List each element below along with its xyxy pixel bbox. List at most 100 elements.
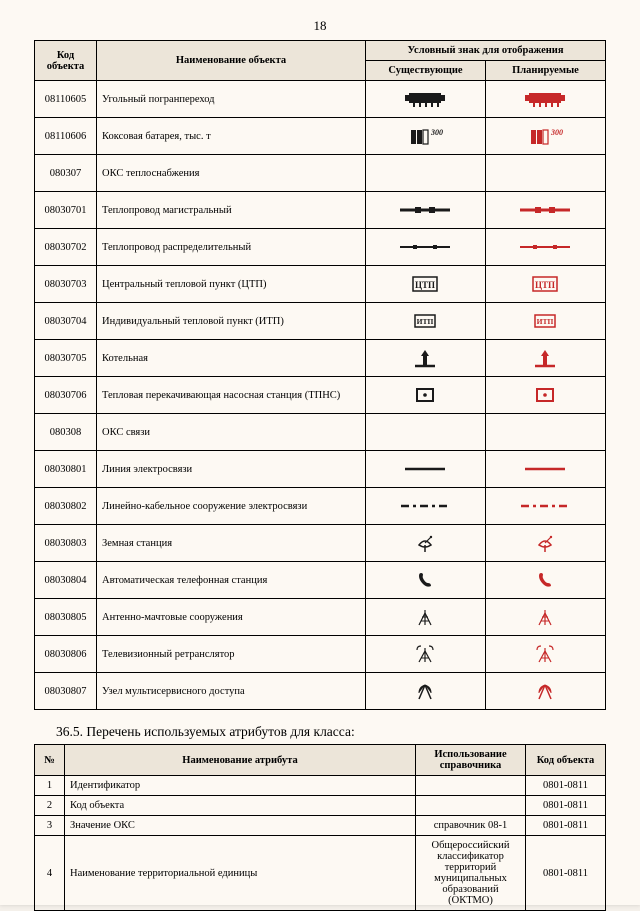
table-row: 08110605Угольный погранпереход xyxy=(35,81,606,118)
name-cell: Антенно-мачтовые сооружения xyxy=(97,599,366,636)
symbol-planned xyxy=(485,81,605,118)
attr-cell: Значение ОКС xyxy=(65,816,416,836)
name-cell: Автоматическая телефонная станция xyxy=(97,562,366,599)
hdr-planned: Планируемые xyxy=(485,61,605,81)
obj-cell: 0801-0811 xyxy=(526,776,606,796)
code-cell: 08030804 xyxy=(35,562,97,599)
symbol-planned xyxy=(485,562,605,599)
table-row: 08030706Тепловая перекачивающая насосная… xyxy=(35,377,606,414)
code-cell: 08030704 xyxy=(35,303,97,340)
symbol-existing: ИТП xyxy=(365,303,485,340)
hdr-code: Код объекта xyxy=(35,41,97,81)
obj-cell: 0801-0811 xyxy=(526,816,606,836)
hdr-group: Условный знак для отображения xyxy=(365,41,605,61)
name-cell: ОКС связи xyxy=(97,414,366,451)
code-cell: 08030705 xyxy=(35,340,97,377)
ref-cell: справочник 08-1 xyxy=(416,816,526,836)
symbol-existing xyxy=(365,155,485,192)
code-cell: 08030701 xyxy=(35,192,97,229)
table-row: 08030803Земная станция xyxy=(35,525,606,562)
code-cell: 080308 xyxy=(35,414,97,451)
table-row: 08030806Телевизионный ретранслятор xyxy=(35,636,606,673)
obj-cell: 0801-0811 xyxy=(526,796,606,816)
table-row: 08030704Индивидуальный тепловой пункт (И… xyxy=(35,303,606,340)
svg-text:300: 300 xyxy=(430,128,443,137)
ref-cell xyxy=(416,776,526,796)
symbol-existing xyxy=(365,525,485,562)
symbol-existing xyxy=(365,81,485,118)
hdr-name: Наименование объекта xyxy=(97,41,366,81)
code-cell: 080307 xyxy=(35,155,97,192)
symbol-planned xyxy=(485,636,605,673)
num-cell: 3 xyxy=(35,816,65,836)
table-row: 08030705Котельная xyxy=(35,340,606,377)
table-row: 2Код объекта 0801-0811 xyxy=(35,796,606,816)
symbol-planned xyxy=(485,340,605,377)
hdr-attr: Наименование атрибута xyxy=(65,745,416,776)
name-cell: Тепловая перекачивающая насосная станция… xyxy=(97,377,366,414)
obj-cell: 0801-0811 xyxy=(526,836,606,911)
table-row: 08030807Узел мультисервисного доступа xyxy=(35,673,606,710)
symbol-existing xyxy=(365,340,485,377)
table-row: 08110606Коксовая батарея, тыс. т 300 300 xyxy=(35,118,606,155)
symbol-existing xyxy=(365,451,485,488)
symbol-existing xyxy=(365,599,485,636)
code-cell: 08030805 xyxy=(35,599,97,636)
symbol-planned xyxy=(485,414,605,451)
table-row: 08030702Теплопровод распределительный xyxy=(35,229,606,266)
name-cell: ОКС теплоснабжения xyxy=(97,155,366,192)
name-cell: Теплопровод распределительный xyxy=(97,229,366,266)
page-number: 18 xyxy=(34,18,606,34)
symbol-existing: ЦТП xyxy=(365,266,485,303)
symbol-planned xyxy=(485,229,605,266)
table-row: 08030802Линейно-кабельное сооружение эле… xyxy=(35,488,606,525)
name-cell: Котельная xyxy=(97,340,366,377)
code-cell: 08030801 xyxy=(35,451,97,488)
code-cell: 08030703 xyxy=(35,266,97,303)
name-cell: Земная станция xyxy=(97,525,366,562)
name-cell: Линия электросвязи xyxy=(97,451,366,488)
symbol-existing xyxy=(365,636,485,673)
ref-cell xyxy=(416,796,526,816)
table-row: 1Идентификатор 0801-0811 xyxy=(35,776,606,796)
code-cell: 08030806 xyxy=(35,636,97,673)
attributes-table: № Наименование атрибута Использование сп… xyxy=(34,744,606,911)
symbol-planned xyxy=(485,673,605,710)
symbol-planned xyxy=(485,155,605,192)
symbol-planned xyxy=(485,599,605,636)
symbol-existing xyxy=(365,673,485,710)
code-cell: 08110605 xyxy=(35,81,97,118)
hdr-num: № xyxy=(35,745,65,776)
code-cell: 08110606 xyxy=(35,118,97,155)
num-cell: 1 xyxy=(35,776,65,796)
objects-table: Код объекта Наименование объекта Условны… xyxy=(34,40,606,710)
svg-text:ИТП: ИТП xyxy=(537,317,554,326)
name-cell: Узел мультисервисного доступа xyxy=(97,673,366,710)
symbol-planned xyxy=(485,525,605,562)
symbol-planned: 300 xyxy=(485,118,605,155)
symbol-existing: 300 xyxy=(365,118,485,155)
num-cell: 2 xyxy=(35,796,65,816)
attr-cell: Код объекта xyxy=(65,796,416,816)
symbol-planned xyxy=(485,192,605,229)
name-cell: Угольный погранпереход xyxy=(97,81,366,118)
symbol-planned xyxy=(485,451,605,488)
section-title: 36.5. Перечень используемых атрибутов дл… xyxy=(56,724,606,740)
name-cell: Теплопровод магистральный xyxy=(97,192,366,229)
attr-cell: Идентификатор xyxy=(65,776,416,796)
name-cell: Коксовая батарея, тыс. т xyxy=(97,118,366,155)
svg-text:ИТП: ИТП xyxy=(417,317,434,326)
code-cell: 08030802 xyxy=(35,488,97,525)
symbol-existing xyxy=(365,488,485,525)
symbol-planned xyxy=(485,377,605,414)
symbol-existing xyxy=(365,414,485,451)
table-row: 08030801Линия электросвязи xyxy=(35,451,606,488)
ref-cell: Общероссийский классификатор территорий … xyxy=(416,836,526,911)
table-row: 3Значение ОКСсправочник 08-10801-0811 xyxy=(35,816,606,836)
table-row: 08030703Центральный тепловой пункт (ЦТП)… xyxy=(35,266,606,303)
symbol-planned: ЦТП xyxy=(485,266,605,303)
code-cell: 08030706 xyxy=(35,377,97,414)
symbol-planned xyxy=(485,488,605,525)
num-cell: 4 xyxy=(35,836,65,911)
table-row: 4Наименование территориальной единицыОбщ… xyxy=(35,836,606,911)
